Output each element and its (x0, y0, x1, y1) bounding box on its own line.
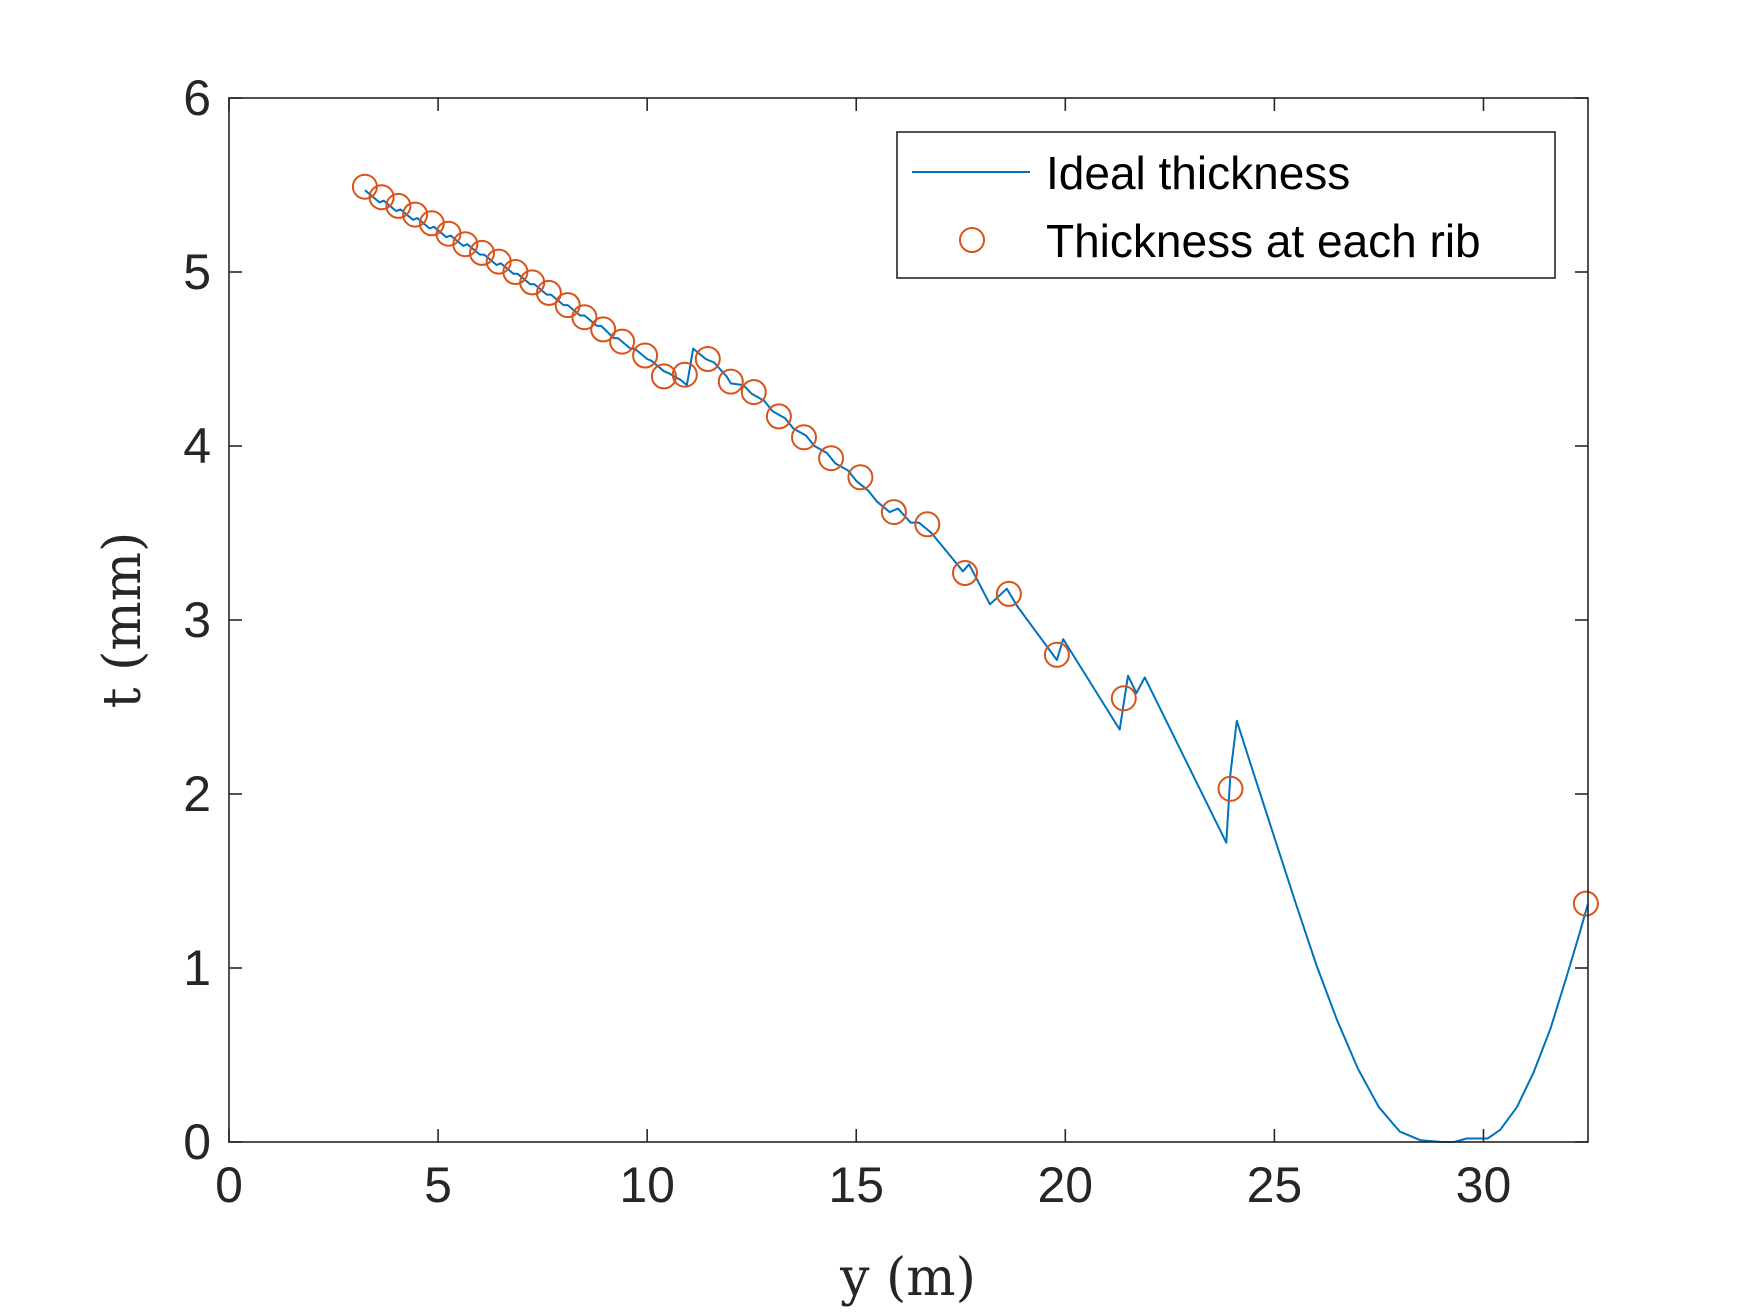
x-tick-label: 0 (215, 1157, 243, 1213)
legend-label-ideal: Ideal thickness (1046, 147, 1350, 199)
rib-thickness-marker (847, 464, 874, 491)
rib-thickness-marker (914, 511, 941, 538)
rib-thickness-marker (1043, 641, 1070, 668)
x-tick-label: 20 (1037, 1157, 1093, 1213)
y-tick-label: 2 (183, 766, 211, 822)
rib-thickness-marker (740, 379, 767, 406)
y-tick-label: 5 (183, 244, 211, 300)
y-tick-label: 0 (183, 1114, 211, 1170)
rib-thickness-marker (1217, 775, 1244, 802)
y-tick-label: 1 (183, 940, 211, 996)
axis-ticks: 0 5 10 15 20 25 30 0 1 2 3 4 5 6 (183, 70, 1588, 1213)
ideal-thickness-line (364, 189, 1589, 1143)
x-axis-label: y (m) (839, 1248, 976, 1308)
x-tick-label: 15 (828, 1157, 884, 1213)
rib-thickness-marker (368, 184, 395, 211)
legend: Ideal thickness Thickness at each rib (896, 131, 1556, 279)
x-tick-label: 10 (619, 1157, 675, 1213)
rib-thickness-marker (609, 328, 636, 355)
y-tick-label: 4 (183, 418, 211, 474)
rib-thickness-marker (952, 560, 978, 586)
y-tick-label: 6 (183, 70, 211, 126)
legend-label-rib: Thickness at each rib (1046, 215, 1481, 267)
legend-box (896, 131, 1556, 279)
rib-thickness-marker (385, 192, 412, 219)
rib-thickness-series (351, 173, 1599, 917)
x-tick-label: 25 (1247, 1157, 1303, 1213)
x-tick-label: 5 (424, 1157, 452, 1213)
y-tick-label: 3 (183, 592, 211, 648)
rib-thickness-marker (571, 304, 598, 331)
rib-thickness-marker (650, 363, 677, 390)
rib-thickness-marker (765, 403, 792, 430)
ideal-thickness-series (364, 189, 1589, 1143)
rib-thickness-marker (880, 499, 907, 526)
rib-thickness-marker (452, 231, 479, 258)
x-tick-label: 30 (1456, 1157, 1512, 1213)
rib-thickness-marker (671, 361, 698, 388)
rib-thickness-marker (717, 368, 744, 395)
rib-thickness-marker (995, 580, 1022, 607)
legend-marker-swatch (959, 227, 985, 253)
y-axis-label: t (mm) (93, 532, 153, 709)
rib-thickness-marker (694, 346, 721, 372)
rib-thickness-marker (1572, 890, 1599, 917)
rib-thickness-marker (590, 316, 617, 343)
rib-thickness-marker (1110, 685, 1137, 712)
rib-thickness-marker (791, 424, 817, 451)
rib-thickness-marker (632, 342, 659, 369)
rib-thickness-marker (818, 445, 845, 472)
rib-thickness-marker (535, 279, 562, 306)
rib-thickness-marker (402, 201, 429, 228)
rib-thickness-marker (469, 239, 495, 266)
